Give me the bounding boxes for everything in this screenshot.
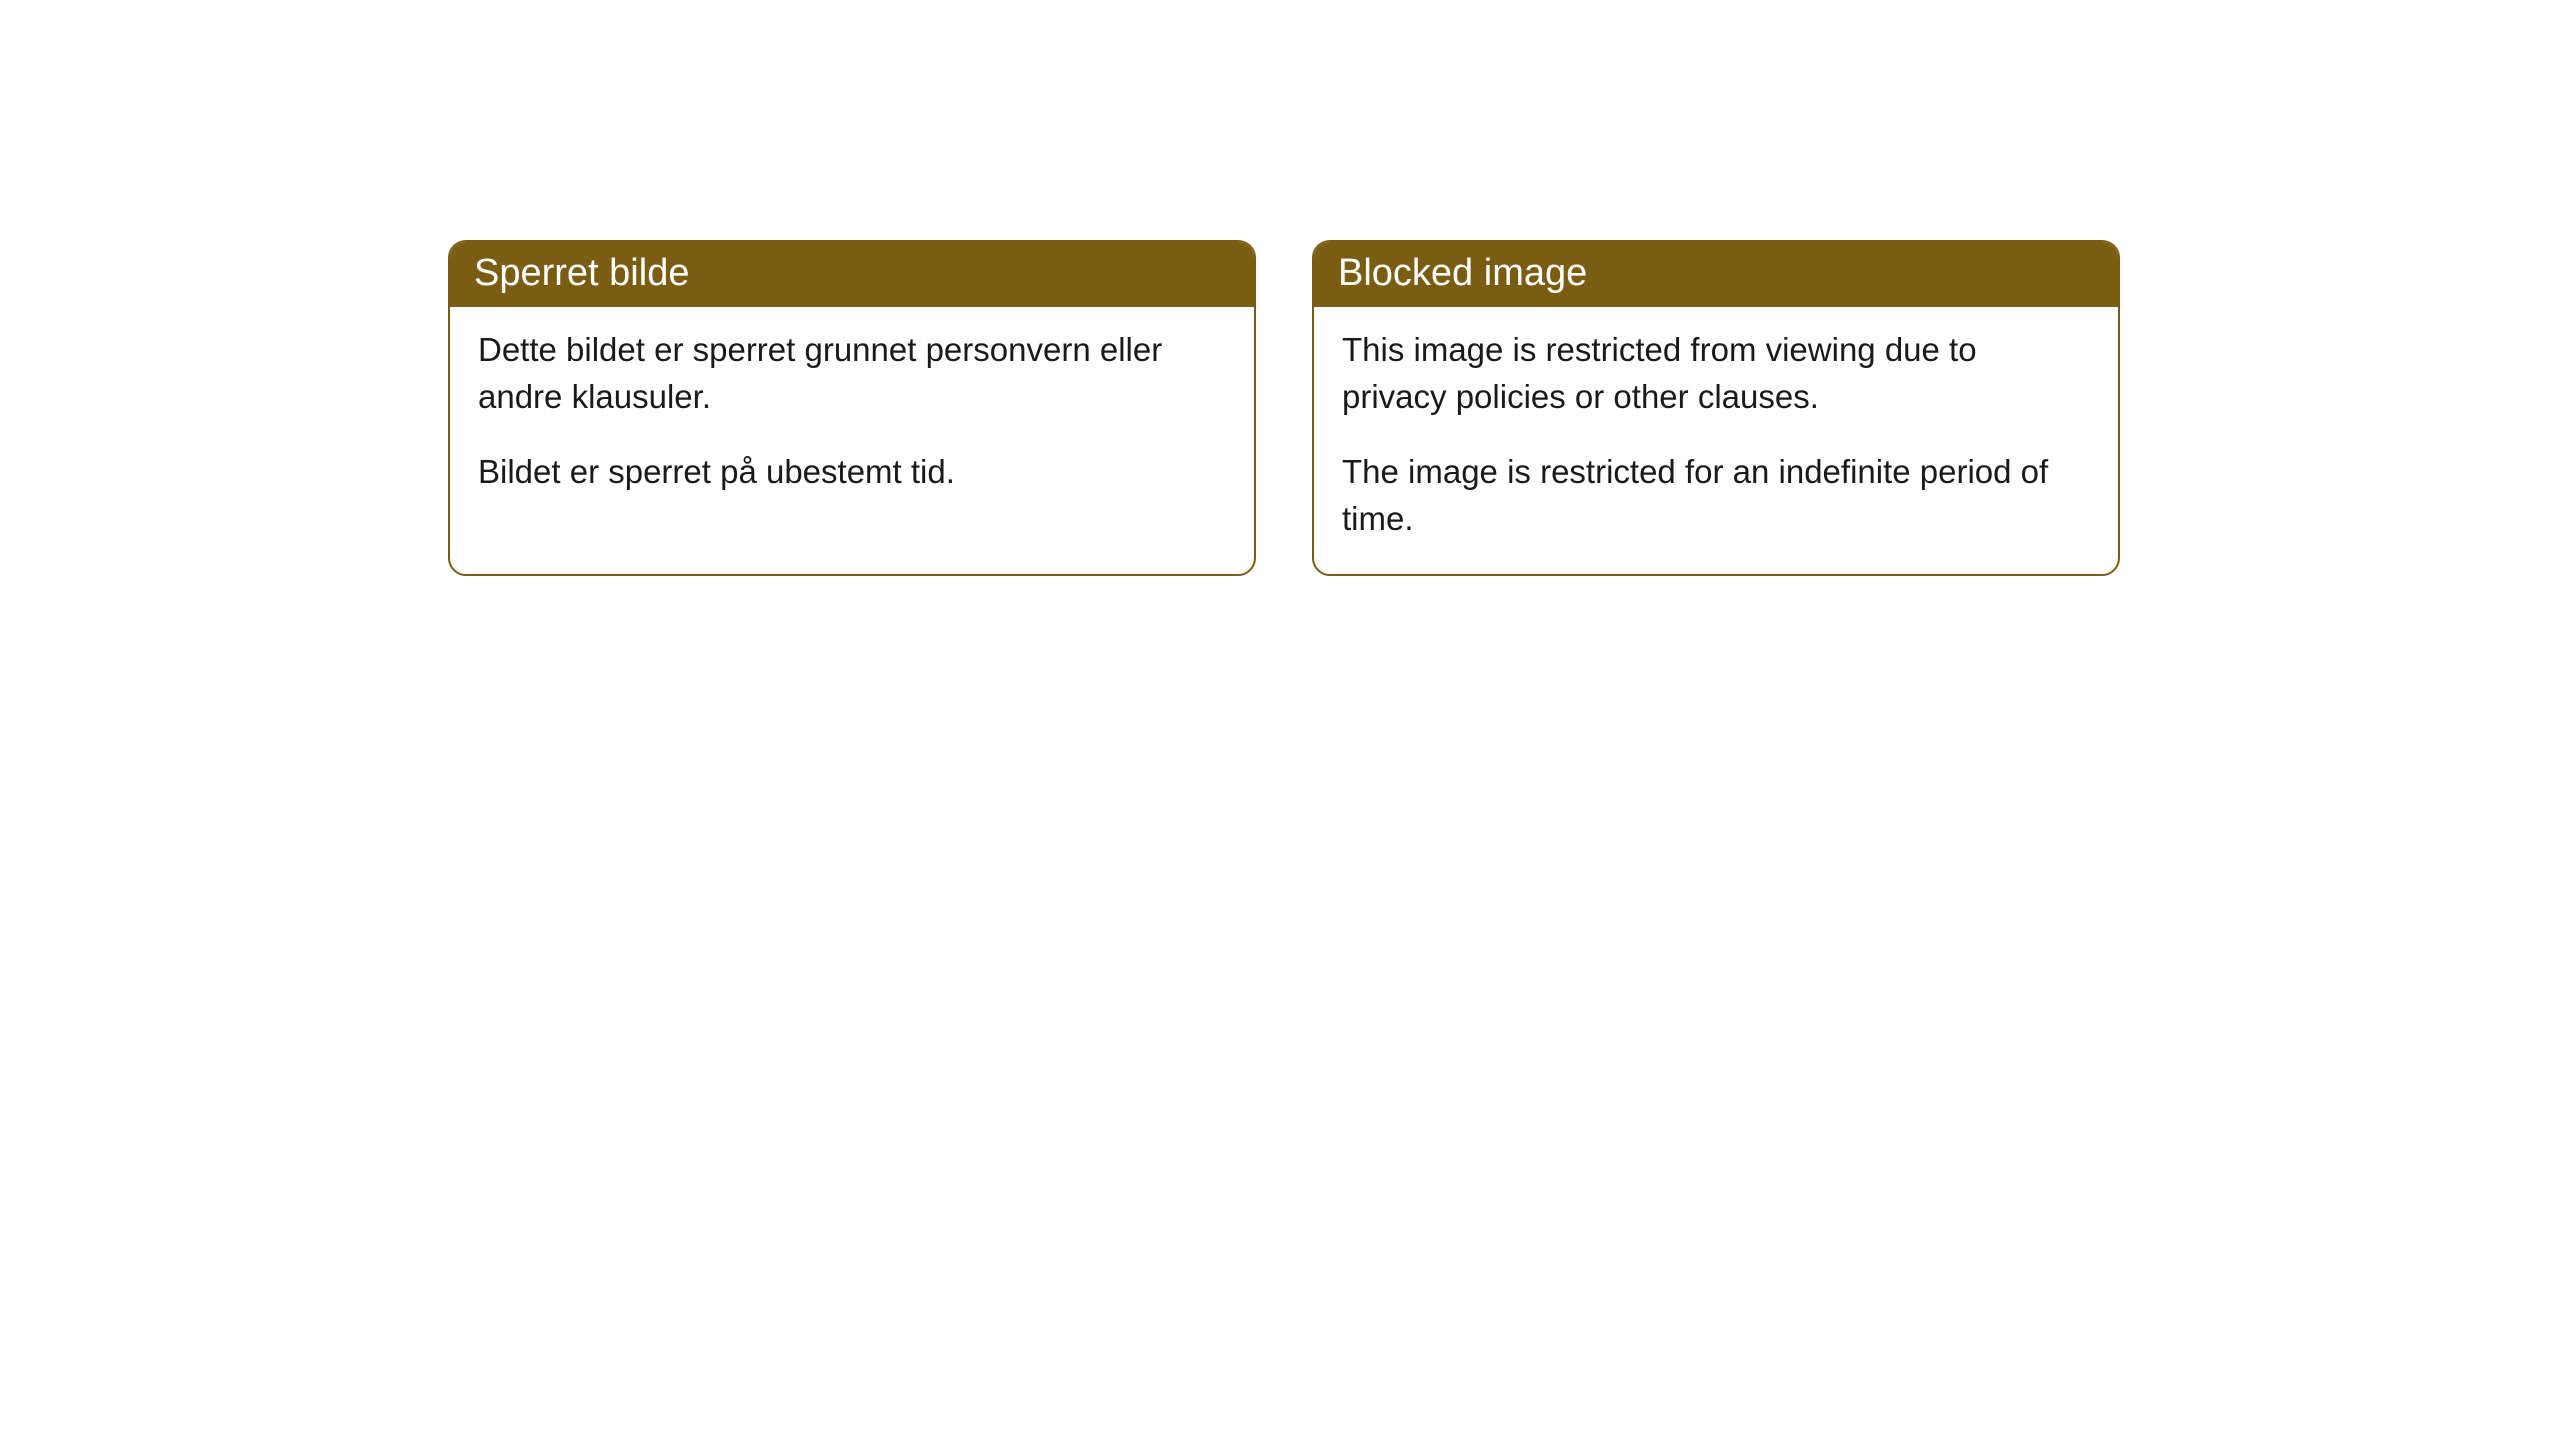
notice-text-norwegian-2: Bildet er sperret på ubestemt tid. [478,449,1226,496]
notice-header-norwegian: Sperret bilde [450,242,1254,307]
notice-title-english: Blocked image [1338,252,1587,294]
notice-card-norwegian: Sperret bilde Dette bildet er sperret gr… [448,240,1256,576]
notice-text-english-2: The image is restricted for an indefinit… [1342,449,2090,543]
notice-body-english: This image is restricted from viewing du… [1314,307,2118,574]
notice-body-norwegian: Dette bildet er sperret grunnet personve… [450,307,1254,528]
notice-container: Sperret bilde Dette bildet er sperret gr… [0,0,2560,576]
notice-title-norwegian: Sperret bilde [474,252,689,294]
notice-header-english: Blocked image [1314,242,2118,307]
notice-text-norwegian-1: Dette bildet er sperret grunnet personve… [478,327,1226,421]
notice-text-english-1: This image is restricted from viewing du… [1342,327,2090,421]
notice-card-english: Blocked image This image is restricted f… [1312,240,2120,576]
